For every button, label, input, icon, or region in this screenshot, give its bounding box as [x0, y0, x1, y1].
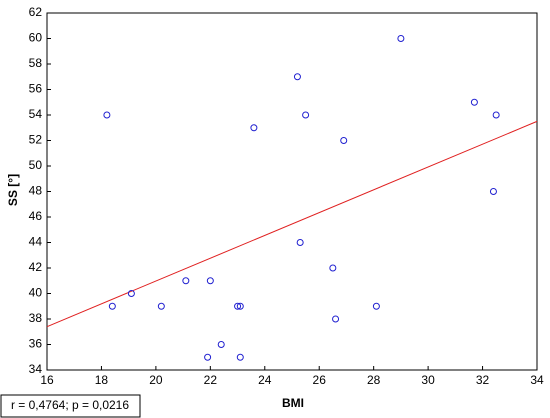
point — [470, 98, 478, 106]
x-tick-label: 26 — [313, 373, 327, 387]
plot-frame — [46, 12, 538, 371]
y-tick-label: 60 — [29, 31, 43, 45]
point — [397, 35, 405, 42]
y-tick-label: 36 — [29, 337, 43, 351]
x-tick-label: 22 — [204, 373, 218, 387]
x-tick-label: 16 — [40, 373, 54, 387]
point — [182, 277, 190, 285]
x-tick-label: 18 — [95, 373, 109, 387]
x-tick-label: 34 — [530, 373, 544, 387]
point — [236, 302, 244, 310]
x-tick-label: 30 — [421, 373, 435, 387]
point — [206, 277, 214, 285]
y-tick-label: 50 — [29, 158, 43, 172]
annotation-box — [0, 394, 141, 418]
y-tick-label: 54 — [29, 107, 43, 121]
point — [302, 111, 310, 119]
y-tick-label: 48 — [29, 184, 43, 198]
point — [234, 302, 242, 310]
x-tick-label: 20 — [149, 373, 163, 387]
x-tick-label: 32 — [476, 373, 490, 387]
y-tick-label: 44 — [29, 235, 43, 249]
point — [127, 290, 135, 297]
point — [293, 73, 301, 81]
y-tick-label: 38 — [29, 311, 43, 325]
y-tick-label: 34 — [29, 362, 43, 376]
point — [492, 111, 500, 119]
point — [296, 239, 304, 246]
point — [250, 124, 258, 132]
y-tick-label: 52 — [29, 133, 43, 147]
point — [329, 264, 337, 272]
point — [489, 188, 497, 195]
point — [236, 353, 244, 361]
y-axis-title: SS [°] — [6, 174, 20, 206]
x-axis-title: BMI — [282, 396, 304, 410]
x-tick-label: 24 — [258, 373, 272, 387]
y-tick-label: 42 — [29, 260, 43, 274]
y-tick-label: 58 — [29, 56, 43, 70]
annotation: r = 0,4764; p = 0,0216 — [11, 398, 129, 412]
x-tick-label: 28 — [367, 373, 381, 387]
y-tick-label: 56 — [29, 82, 43, 96]
point — [157, 302, 165, 310]
y-tick-label: 46 — [29, 209, 43, 223]
point — [108, 302, 116, 310]
y-tick-label: 62 — [29, 5, 43, 19]
point — [372, 302, 380, 310]
point — [332, 315, 340, 323]
point — [204, 353, 212, 361]
y-tick-label: 40 — [29, 286, 43, 300]
point — [103, 111, 111, 119]
point — [340, 137, 348, 144]
point — [217, 341, 225, 348]
